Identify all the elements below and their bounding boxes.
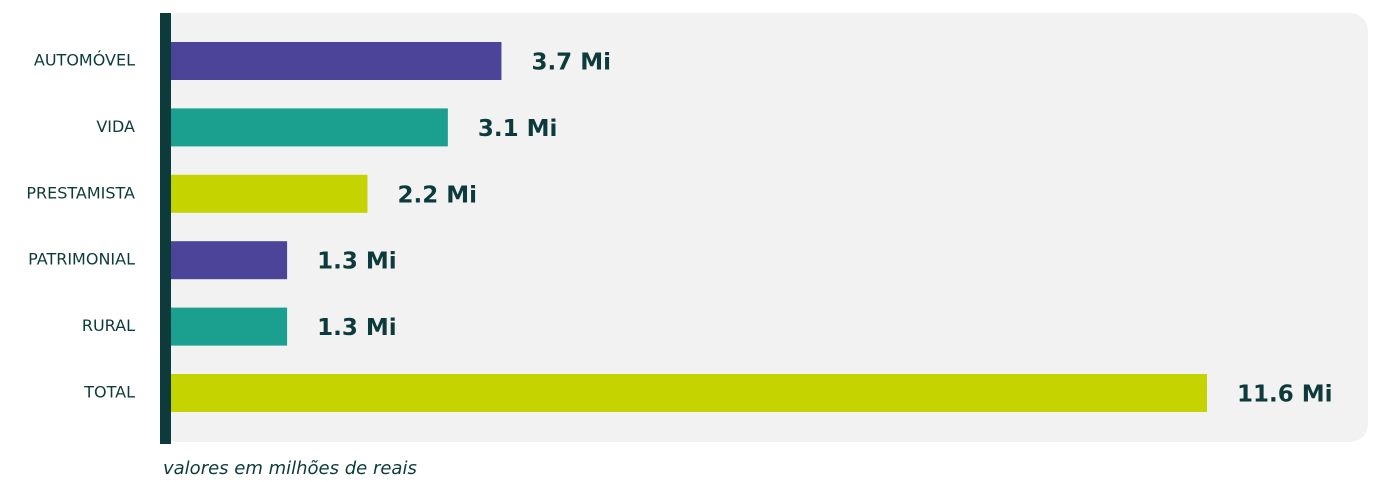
bar	[171, 42, 502, 80]
category-label: AUTOMÓVEL	[34, 51, 135, 70]
footnote: valores em milhões de reais	[163, 458, 417, 479]
category-label: TOTAL	[83, 383, 135, 402]
bar	[171, 374, 1207, 412]
axis-line	[160, 13, 171, 444]
bar	[171, 108, 448, 147]
plot-background	[160, 13, 1368, 442]
value-label: 3.7 Mi	[531, 50, 611, 76]
value-label: 1.3 Mi	[317, 249, 397, 275]
bar	[171, 174, 368, 213]
bar	[171, 241, 288, 280]
value-label: 11.6 Mi	[1237, 382, 1333, 408]
category-label: PATRIMONIAL	[28, 250, 135, 269]
value-label: 3.1 Mi	[478, 116, 558, 142]
category-label: PRESTAMISTA	[26, 183, 135, 202]
value-label: 1.3 Mi	[317, 315, 397, 341]
category-label: VIDA	[96, 117, 135, 136]
bar	[171, 307, 288, 346]
value-label: 2.2 Mi	[397, 182, 477, 208]
category-label: RURAL	[82, 316, 135, 335]
